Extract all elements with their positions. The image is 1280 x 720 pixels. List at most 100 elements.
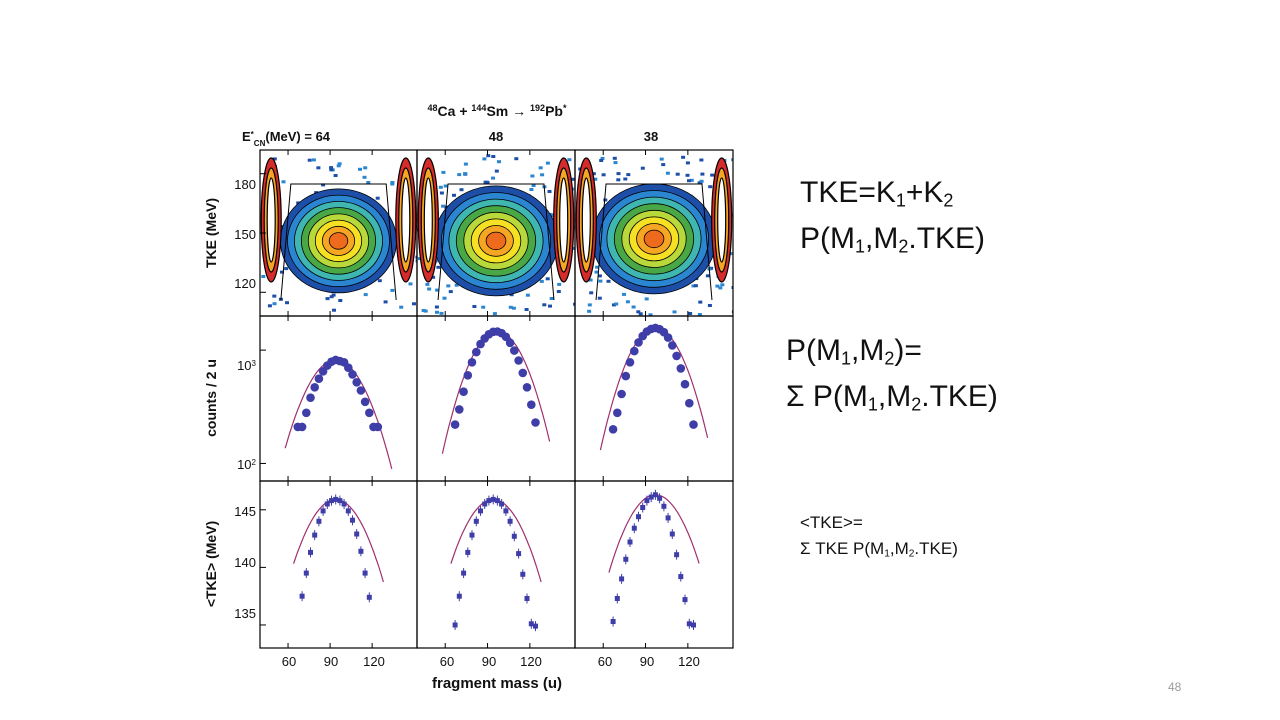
- mean-tick-135: 135: [234, 606, 256, 621]
- low-count-pixel: [332, 308, 336, 312]
- low-count-pixel: [463, 172, 468, 176]
- elastic-lobe-right: [559, 177, 569, 263]
- low-count-pixel: [333, 174, 338, 177]
- low-count-pixel: [591, 172, 596, 176]
- low-count-pixel: [494, 169, 499, 173]
- ecn-label: E*CN(MeV) = 64: [242, 129, 331, 148]
- low-count-pixel: [443, 184, 448, 188]
- low-count-pixel: [441, 170, 446, 174]
- low-count-pixel: [612, 156, 617, 160]
- low-count-pixel: [321, 183, 326, 187]
- low-count-pixel: [486, 154, 491, 158]
- mean-tke-point: [674, 552, 680, 558]
- low-count-pixel: [362, 175, 367, 179]
- counts-point: [348, 370, 357, 379]
- counts-point: [373, 422, 383, 432]
- mean-tke-point: [511, 533, 517, 539]
- low-count-pixel: [423, 309, 428, 313]
- mean-tke-point: [456, 593, 462, 599]
- mean-tke-point: [465, 549, 471, 555]
- low-count-pixel: [631, 305, 636, 309]
- low-count-pixel: [363, 293, 368, 297]
- counts-panel-48: [441, 327, 551, 454]
- low-count-pixel: [442, 296, 447, 300]
- mean-tke-point: [614, 596, 620, 601]
- low-count-pixel: [285, 301, 289, 305]
- x-tick-col2-120: 120: [520, 654, 542, 669]
- counts-point: [472, 347, 481, 357]
- mean-tke-fit-line: [608, 494, 700, 573]
- counts-point: [608, 425, 618, 434]
- low-count-pixel: [549, 297, 554, 300]
- counts-point: [625, 358, 635, 367]
- mean-tke-point: [623, 556, 629, 562]
- low-count-pixel: [542, 303, 547, 307]
- low-count-pixel: [439, 311, 444, 315]
- mean-tke-point: [499, 501, 505, 507]
- figure: 48Ca + 144Sm → 192Pb* E*CN(MeV) = 64 48 …: [190, 88, 750, 700]
- low-count-pixel: [573, 302, 575, 306]
- mean-tke-point: [528, 621, 534, 627]
- mean-tke-point: [329, 498, 334, 504]
- low-count-pixel: [622, 292, 626, 296]
- mean-tke-point: [308, 549, 313, 555]
- x-tick-col3-90: 90: [640, 654, 654, 669]
- low-count-pixel: [556, 290, 561, 293]
- mean-tke-point: [469, 532, 475, 538]
- equation-mean-sum: Σ TKE P(M1,M2.TKE): [800, 539, 958, 560]
- mean-tke-point: [337, 498, 343, 504]
- low-count-pixel: [597, 274, 602, 278]
- mean-tke-point: [341, 501, 347, 507]
- low-count-pixel: [366, 181, 371, 184]
- low-count-pixel: [707, 304, 712, 307]
- counts-point: [344, 363, 353, 373]
- low-count-pixel: [588, 278, 593, 282]
- counts-point: [613, 408, 622, 418]
- mean-tke-point: [490, 496, 496, 502]
- figure-svg: 48Ca + 144Sm → 192Pb* E*CN(MeV) = 64 48 …: [203, 103, 734, 692]
- low-count-pixel: [272, 157, 277, 161]
- mean-tke-fit-line: [293, 498, 384, 583]
- low-count-pixel: [550, 213, 555, 217]
- mean-tke-panel-64: [293, 494, 384, 603]
- counts-panel-64: [284, 355, 393, 470]
- mean-tke-point: [516, 551, 522, 557]
- counts-point: [310, 383, 319, 392]
- x-axis-label: fragment mass (u): [432, 675, 562, 692]
- acceptance-window: [595, 183, 713, 301]
- x-tick-col1-120: 120: [363, 654, 385, 669]
- mean-tke-point: [520, 571, 526, 577]
- low-count-pixel: [689, 178, 694, 182]
- low-count-pixel: [675, 172, 680, 176]
- panel-frame: [574, 315, 734, 482]
- counts-point: [522, 383, 532, 392]
- low-count-pixel: [594, 270, 599, 274]
- low-count-pixel: [483, 180, 488, 184]
- counts-point: [518, 368, 528, 378]
- low-count-pixel: [363, 166, 368, 170]
- tke-contour-level-8: [643, 229, 665, 249]
- low-count-pixel: [284, 267, 289, 271]
- low-count-pixel: [435, 288, 440, 292]
- panel-frame: [416, 315, 576, 482]
- mean-tke-point: [482, 501, 488, 507]
- low-count-pixel: [718, 286, 723, 290]
- counts-fit-line: [441, 330, 551, 454]
- counts-point: [365, 408, 374, 418]
- low-count-pixel: [698, 300, 703, 304]
- low-count-pixel: [699, 179, 704, 183]
- low-count-pixel: [600, 156, 605, 160]
- low-count-pixel: [545, 161, 550, 165]
- low-count-pixel: [525, 293, 530, 297]
- low-count-pixel: [492, 312, 497, 316]
- low-count-pixel: [435, 310, 439, 314]
- low-count-pixel: [358, 167, 362, 171]
- low-count-pixel: [731, 158, 733, 162]
- mean-tke-point: [461, 570, 467, 576]
- counts-point: [352, 378, 361, 387]
- counts-point: [455, 405, 464, 414]
- low-count-pixel: [415, 259, 417, 263]
- low-count-pixel: [638, 312, 643, 316]
- mean-tke-point: [358, 548, 364, 554]
- low-count-pixel: [557, 282, 562, 286]
